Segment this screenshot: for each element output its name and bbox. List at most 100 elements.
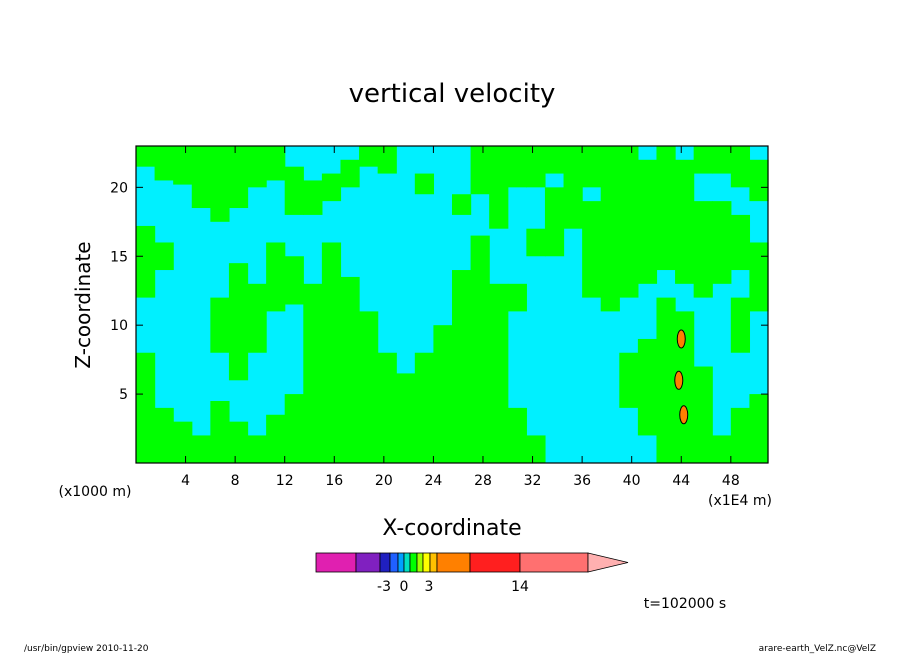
contour-fill-region xyxy=(136,352,156,463)
colorbar-segment xyxy=(315,552,357,573)
y-tick-label: 10 xyxy=(110,318,128,334)
x-tick-label: 28 xyxy=(474,473,492,489)
x-unit-left: (x1000 m) xyxy=(59,484,132,500)
contour-fill-region xyxy=(563,146,583,229)
x-tick-label: 36 xyxy=(573,473,591,489)
colorbar-label: 14 xyxy=(511,579,529,595)
contour-fill-region xyxy=(284,394,304,463)
contour-fill-region xyxy=(526,228,546,257)
x-unit-right: (x1E4 m) xyxy=(708,493,772,509)
plot-frame xyxy=(135,145,769,464)
contour-fill-region xyxy=(637,159,658,284)
x-tick-label: 32 xyxy=(524,473,542,489)
contour-fill-region xyxy=(730,214,751,271)
contour-fill-region xyxy=(228,146,249,209)
colorbar-segment xyxy=(416,552,424,573)
contour-fill-region xyxy=(730,407,751,463)
x-tick-label: 8 xyxy=(231,473,240,489)
plot-area xyxy=(135,145,769,464)
colorbar-segment xyxy=(389,552,399,573)
contour-fill-region xyxy=(414,173,435,195)
contour-fill-region xyxy=(600,146,620,312)
contour-fill-region xyxy=(656,297,676,463)
contour-fill-region xyxy=(247,283,267,353)
colorbar xyxy=(315,552,629,573)
contour-fill-region xyxy=(433,325,453,463)
contour-fill-region xyxy=(247,146,267,188)
contour-fill-region xyxy=(526,146,546,188)
x-tick-label: 16 xyxy=(325,473,343,489)
y-tick-label: 5 xyxy=(119,387,128,403)
contour-fill-region xyxy=(173,421,193,463)
hotspot-marker xyxy=(676,329,686,349)
contour-fill-region xyxy=(321,173,342,202)
time-label: t=102000 s xyxy=(644,596,726,612)
colorbar-segment xyxy=(519,552,589,573)
contour-fill-region xyxy=(749,394,769,463)
hotspot-marker xyxy=(679,405,689,425)
contour-fill-region xyxy=(619,146,639,298)
contour-fill-region xyxy=(507,407,527,463)
contour-fill-region xyxy=(730,146,751,188)
contour-fill-region xyxy=(675,159,695,284)
colorbar-segment xyxy=(379,552,391,573)
y-axis: 5 10 15 20 xyxy=(110,180,768,403)
colorbar-segment xyxy=(403,552,411,573)
contour-fill-region xyxy=(544,146,565,174)
contour-fill-region xyxy=(582,146,602,188)
contour-fill-region xyxy=(340,159,360,188)
contour-fill-region xyxy=(712,201,732,284)
contour-fill-region xyxy=(452,270,472,463)
contour-fill-region xyxy=(154,242,174,271)
contour-fill-region xyxy=(452,194,472,215)
contour-fill-region xyxy=(507,283,527,312)
contour-fill-region xyxy=(173,146,193,185)
colorbar-extend-arrow xyxy=(587,552,629,573)
x-axis: 4 8 12 16 20 24 28 32 36 40 44 48 xyxy=(181,146,740,489)
contour-fill-region xyxy=(396,373,416,463)
contour-fill-region xyxy=(321,242,342,463)
contour-fill-region xyxy=(526,435,546,463)
contour-fill-region xyxy=(489,283,509,463)
contour-fill-region xyxy=(228,421,249,463)
x-tick-label: 20 xyxy=(375,473,393,489)
contour-fill-region xyxy=(359,146,379,167)
contour-fill-region xyxy=(191,435,211,463)
contour-fill-region xyxy=(136,146,156,167)
contour-fill-region xyxy=(284,256,304,305)
x-axis-label: X-coordinate xyxy=(382,516,521,541)
contour-fill-region xyxy=(489,146,509,229)
x-tick-label: 48 xyxy=(722,473,740,489)
contour-fill-region xyxy=(712,146,732,174)
contour-fill-region xyxy=(359,311,379,463)
contour-fill-region xyxy=(693,146,713,174)
footer-left: /usr/bin/gpview 2010-11-20 xyxy=(24,644,149,654)
contour-fill-region xyxy=(693,201,713,298)
y-tick-label: 15 xyxy=(110,249,128,265)
colorbar-segment xyxy=(436,552,471,573)
y-tick-label: 20 xyxy=(110,180,128,196)
contour-fill-region xyxy=(693,366,713,463)
contour-fill-region xyxy=(544,187,565,257)
hotspot-marker xyxy=(674,370,684,390)
colorbar-segment xyxy=(469,552,521,573)
colorbar-segment xyxy=(429,552,438,573)
contour-fill-region xyxy=(210,400,230,463)
contour-fill-region xyxy=(136,225,156,298)
colorbar-label: 3 xyxy=(425,579,434,595)
contour-fill-region xyxy=(749,242,769,312)
contour-fill-region xyxy=(266,146,286,181)
chart-title: vertical velocity xyxy=(349,79,556,109)
contour-fill-region xyxy=(284,166,304,215)
contour-fill-region xyxy=(712,435,732,463)
x-tick-label: 40 xyxy=(623,473,641,489)
colorbar-segment xyxy=(397,552,405,573)
contour-fill-region xyxy=(470,146,490,195)
colorbar-labels: -3 0 3 14 xyxy=(377,579,529,595)
y-axis-label: Z-coordinate xyxy=(71,241,95,368)
colorbar-label: -3 xyxy=(377,579,391,595)
contour-fill-region xyxy=(303,283,323,463)
x-tick-label: 24 xyxy=(424,473,442,489)
contour-fill-region xyxy=(675,311,695,463)
